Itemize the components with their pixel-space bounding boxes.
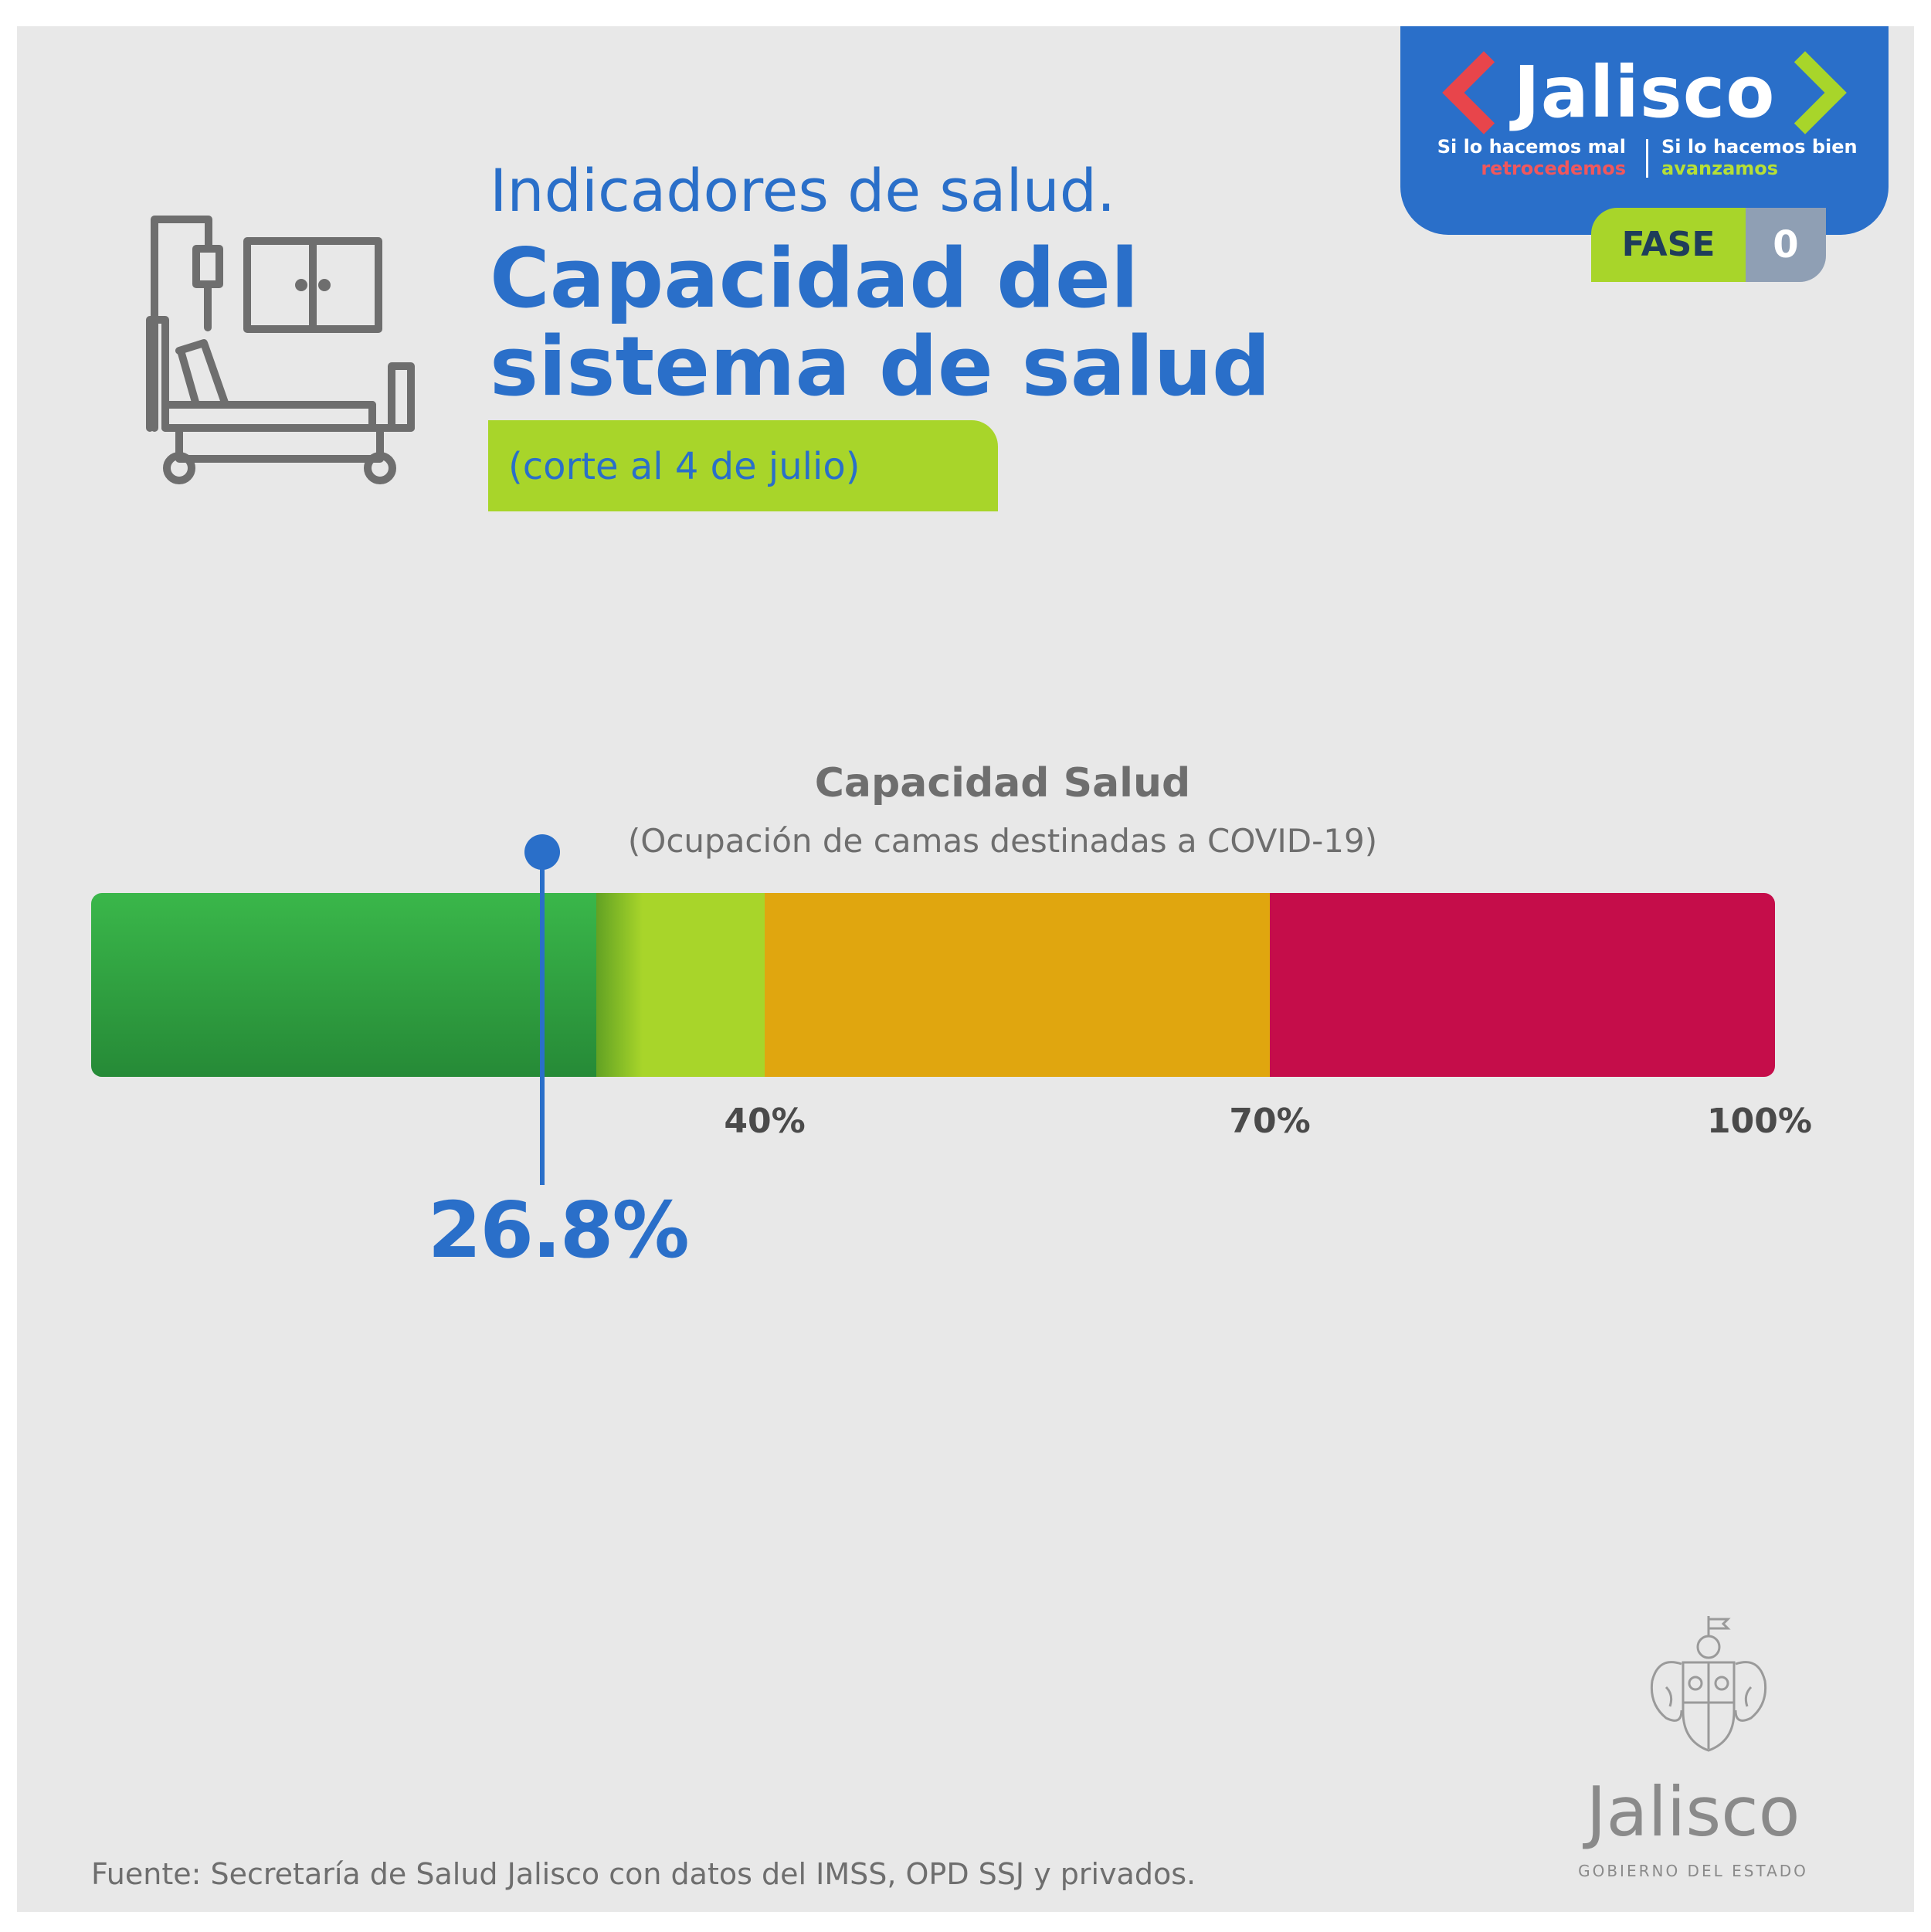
slogan-right-line2: avanzamos (1661, 158, 1779, 179)
gauge-band-1 (91, 893, 596, 1077)
phase-badge: FASE 0 (1591, 208, 1826, 282)
gauge-tick-label: 100% (1707, 1102, 1812, 1141)
gauge-band-4 (1270, 893, 1775, 1077)
phase-label: FASE (1591, 208, 1746, 282)
brand-tab: Jalisco Si lo hacemos mal retrocedemos S… (1400, 26, 1889, 235)
phase-number: 0 (1746, 208, 1826, 282)
slogan-right-line1: Si lo hacemos bien (1661, 136, 1858, 158)
gauge-bar (91, 893, 1775, 1077)
gauge-marker-dot (524, 834, 561, 870)
gauge-band-3 (765, 893, 1270, 1077)
page-title: Capacidad del sistema de salud (490, 231, 1271, 414)
chart-title: Capacidad Salud (814, 760, 1191, 806)
infographic-canvas: Jalisco Si lo hacemos mal retrocedemos S… (17, 26, 1914, 1912)
source-note: Fuente: Secretaría de Salud Jalisco con … (91, 1857, 1196, 1891)
brand-wordmark: Jalisco (1513, 51, 1776, 134)
slogan-left-line2: retrocedemos (1481, 158, 1626, 179)
cutoff-text: (corte al 4 de julio) (508, 445, 860, 488)
coat-of-arms-icon (1650, 1616, 1767, 1752)
slogan-right: Si lo hacemos bien avanzamos (1661, 136, 1858, 179)
slogan-left-line1: Si lo hacemos mal (1437, 136, 1626, 158)
gauge-band-shade (596, 893, 643, 1077)
gauge-tick-label: 40% (724, 1102, 806, 1141)
government-subtitle: GOBIERNO DEL ESTADO (1578, 1862, 1808, 1880)
gauge-marker-line (540, 862, 545, 1185)
hospital-bed-icon (146, 216, 415, 484)
cutoff-badge: (corte al 4 de julio) (488, 420, 998, 511)
gauge-tick-label: 70% (1229, 1102, 1311, 1141)
gauge-value-label: 26.8% (427, 1185, 690, 1275)
slogan-left: Si lo hacemos mal retrocedemos (1437, 136, 1626, 179)
slogan-divider (1646, 139, 1648, 178)
header-kicker: Indicadores de salud. (490, 156, 1116, 225)
government-wordmark: Jalisco (1586, 1772, 1800, 1852)
chart-subtitle: (Ocupación de camas destinadas a COVID-1… (627, 822, 1378, 860)
